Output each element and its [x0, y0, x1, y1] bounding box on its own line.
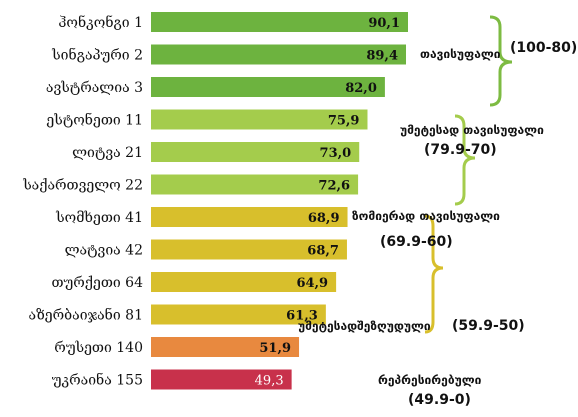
group-label-moderately-free: ზომიერად თავისუფალი: [352, 209, 500, 223]
value-label: 82,0: [345, 81, 377, 96]
value-labels: 90,1 89,4 82,0 75,9 73,0 72,6 68,9 68,7 64,9 61,3…: [255, 16, 400, 389]
bar: [151, 369, 292, 390]
value-label: 75,9: [328, 114, 360, 129]
category-label: სომხეთი 41: [55, 209, 143, 226]
bar: [151, 272, 337, 292]
group-range-repressed: (49.9-0): [408, 392, 471, 408]
bracket-mostly-free: [454, 114, 476, 206]
value-label: 68,7: [307, 244, 339, 259]
group-range-moderately-free: (69.9-60): [380, 234, 453, 250]
bar: [151, 207, 348, 227]
bracket-moderately-free: [424, 214, 444, 334]
category-label: ჰონკონგი 1: [58, 13, 143, 31]
category-label: ლიტვა 21: [72, 145, 143, 161]
group-label-mostly-unfree: უმეტესადშეზღუდული: [298, 319, 431, 333]
bar: [151, 109, 368, 130]
value-label: 89,4: [366, 49, 398, 64]
bar: [151, 337, 300, 357]
value-label: 90,1: [368, 16, 400, 31]
category-label: აზერბაიჯანი 81: [29, 306, 143, 324]
category-label: თურქეთი 64: [51, 274, 143, 291]
value-label: 73,0: [320, 146, 352, 161]
group-range-mostly-free: (79.9-70): [424, 142, 497, 158]
group-label-repressed: რეპრესირებული: [378, 373, 482, 387]
value-label: 68,9: [308, 211, 340, 226]
category-label: უკრაინა 155: [52, 371, 143, 389]
group-label-free: თავისუფალი: [420, 47, 501, 61]
bracket-free: [489, 15, 513, 107]
value-label: 64,9: [296, 276, 328, 291]
category-label: საქართველო 22: [22, 177, 143, 194]
category-label: რუსეთი 140: [54, 339, 143, 356]
bar: [151, 304, 326, 325]
category-label: სინგაპური 2: [51, 46, 143, 64]
bar: [151, 12, 408, 32]
bar: [151, 77, 385, 97]
category-label: ესტონეთი 11: [46, 111, 143, 129]
category-labels: ჰონკონგი 1 სინგაპური 2 ავსტრალია 3 ესტონეთი…: [22, 13, 143, 389]
group-range-mostly-unfree: (59.9-50): [452, 318, 525, 334]
value-label: 61,3: [286, 309, 318, 324]
category-label: ლატვია 42: [65, 243, 143, 259]
group-label-mostly-free: უმეტესად თავისუფალი: [400, 123, 544, 137]
bar: [151, 142, 360, 162]
bar: [151, 174, 359, 195]
value-label: 51,9: [259, 341, 291, 356]
value-label: 49,3: [255, 374, 284, 389]
bars: [151, 12, 408, 390]
bar: [151, 239, 347, 260]
bar: [151, 44, 407, 65]
value-label: 72,6: [318, 179, 350, 194]
group-range-free: (100-80): [510, 40, 577, 56]
category-label: ავსტრალია 3: [46, 79, 143, 96]
